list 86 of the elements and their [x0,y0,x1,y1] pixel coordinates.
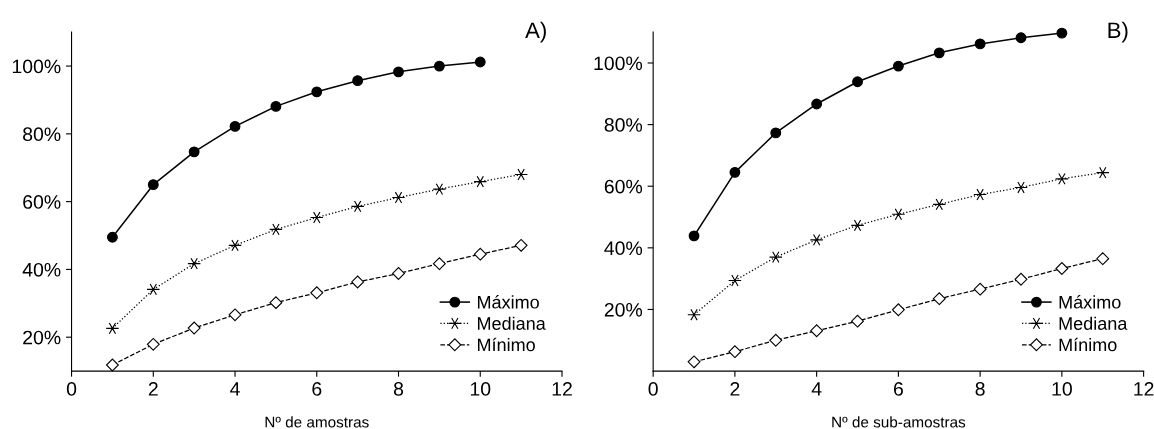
x-tick-label: 6 [312,382,322,396]
point [852,76,863,88]
x-tick-label: 12 [552,382,572,396]
annotation: B) [1108,21,1128,43]
point [310,286,324,300]
point [187,257,201,270]
point [107,231,118,243]
point [351,275,365,289]
point [105,358,119,372]
point [147,179,159,191]
y-tick-label: 40% [604,241,643,256]
y-tick-label: 20% [604,302,643,317]
point [769,333,783,347]
y-tick-label: 80% [23,127,61,142]
point [473,175,488,188]
x-axis-title: Nº de sub-amostras [832,416,966,428]
point [228,308,242,322]
point [810,324,824,338]
y-tick-label: 60% [23,195,61,209]
x-tick-label: 2 [148,382,158,396]
point [432,257,446,271]
point [311,86,323,98]
point [270,100,282,112]
x-axis-title: Nº de amostras [265,416,369,428]
point [1015,32,1027,44]
point [687,355,701,369]
x-tick-label: 2 [730,382,740,396]
y-tick-label: 40% [22,262,61,277]
point [933,47,945,59]
point [729,166,741,178]
point [688,230,700,242]
point [932,292,946,306]
annotation: A) [525,21,546,43]
x-tick-label: 6 [893,382,903,396]
y-tick-label: 100% [594,56,643,71]
point [392,267,405,280]
point [432,183,447,196]
point [1096,252,1110,266]
x-tick-label: 8 [975,382,985,396]
y-tick-label: 100% [12,59,61,74]
x-tick-label: 10 [470,382,491,396]
point [393,66,404,78]
point [187,321,201,335]
x-tick-label: 4 [230,382,240,396]
point [146,283,161,296]
point [811,98,823,110]
legend-label: Mínimo [1059,337,1117,352]
y-tick-label: 80% [604,118,643,132]
legend-label: Mediana [1059,316,1128,330]
x-tick-label: 0 [66,382,77,396]
point [973,282,987,296]
point [474,56,486,68]
point [891,303,905,317]
point [891,208,906,221]
x-tick-label: 12 [1134,382,1154,396]
legend-label: Máximo [477,295,539,309]
point [851,314,864,328]
point [350,200,365,213]
point [892,60,904,72]
point [770,127,782,139]
x-tick-label: 0 [648,382,658,396]
point [1056,27,1068,39]
point [1055,262,1069,275]
point [1095,166,1110,179]
point [269,296,283,310]
point [433,60,445,72]
point [809,233,824,246]
x-tick-label: 8 [393,382,404,396]
point [514,238,528,252]
point [932,198,947,211]
point [728,345,742,359]
x-tick-label: 4 [811,382,822,396]
legend-label: Mediana [477,316,546,330]
point [309,211,324,224]
x-tick-label: 10 [1052,382,1072,396]
legend-label: Máximo [1059,295,1121,309]
point [188,146,200,158]
point [229,120,241,132]
point [1014,272,1028,286]
point [146,337,160,351]
point [352,75,364,87]
point [974,38,986,50]
y-tick-label: 20% [23,330,61,345]
point [473,247,487,261]
legend-label: Mínimo [477,337,535,352]
y-tick-label: 60% [604,179,643,194]
